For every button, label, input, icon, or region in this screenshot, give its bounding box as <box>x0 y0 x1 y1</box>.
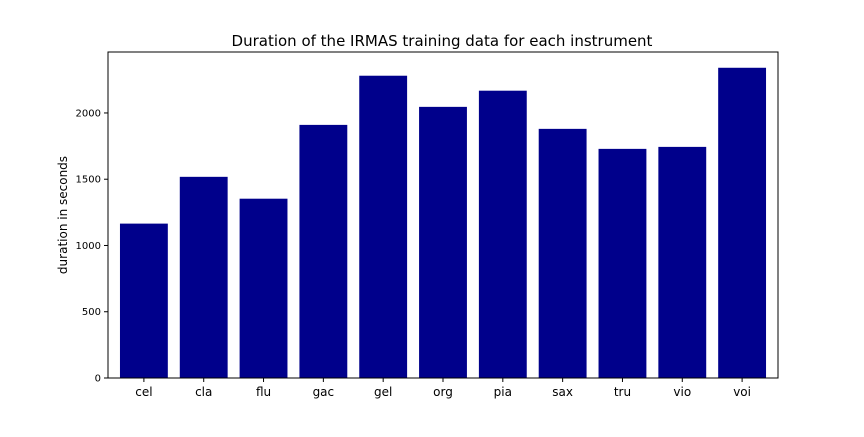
x-tick-label: gac <box>313 385 335 399</box>
x-tick-label: sax <box>552 385 573 399</box>
chart-title: Duration of the IRMAS training data for … <box>232 32 653 50</box>
bar-org <box>419 106 467 379</box>
bar-gel <box>359 75 408 379</box>
bar-gac <box>299 124 348 379</box>
x-tick-label: vio <box>673 385 691 399</box>
x-tick-label: flu <box>256 385 271 399</box>
x-tick-label: tru <box>614 385 631 399</box>
bar-vio <box>658 146 707 378</box>
x-tick-label: cla <box>195 385 212 399</box>
x-tick-label: gel <box>374 385 392 399</box>
plot-frame <box>107 51 779 379</box>
bars-group <box>119 67 767 379</box>
x-tick-label: org <box>433 385 453 399</box>
bar-pia <box>478 90 527 379</box>
bar-cel <box>119 223 168 378</box>
y-tick-label: 0 <box>95 374 101 385</box>
x-tick-label: pia <box>494 385 512 399</box>
bar-cla <box>179 176 228 378</box>
y-tick-label: 2000 <box>76 108 101 119</box>
bar-tru <box>598 148 647 378</box>
y-tick-label: 1500 <box>76 175 101 186</box>
y-tick-label: 1000 <box>76 241 101 252</box>
bar-voi <box>718 67 767 378</box>
y-axis-label: duration in seconds <box>56 156 70 274</box>
bar-flu <box>239 198 288 378</box>
y-tick-label: 500 <box>82 307 101 318</box>
y-ticks-group: 0 500 1000 1500 2000 <box>76 108 108 385</box>
x-tick-label: voi <box>733 385 751 399</box>
bar-sax <box>538 128 587 378</box>
x-tick-label: cel <box>135 385 152 399</box>
x-ticks-group: cel cla flu gac gel org pia sax tru vio voi <box>135 378 751 399</box>
